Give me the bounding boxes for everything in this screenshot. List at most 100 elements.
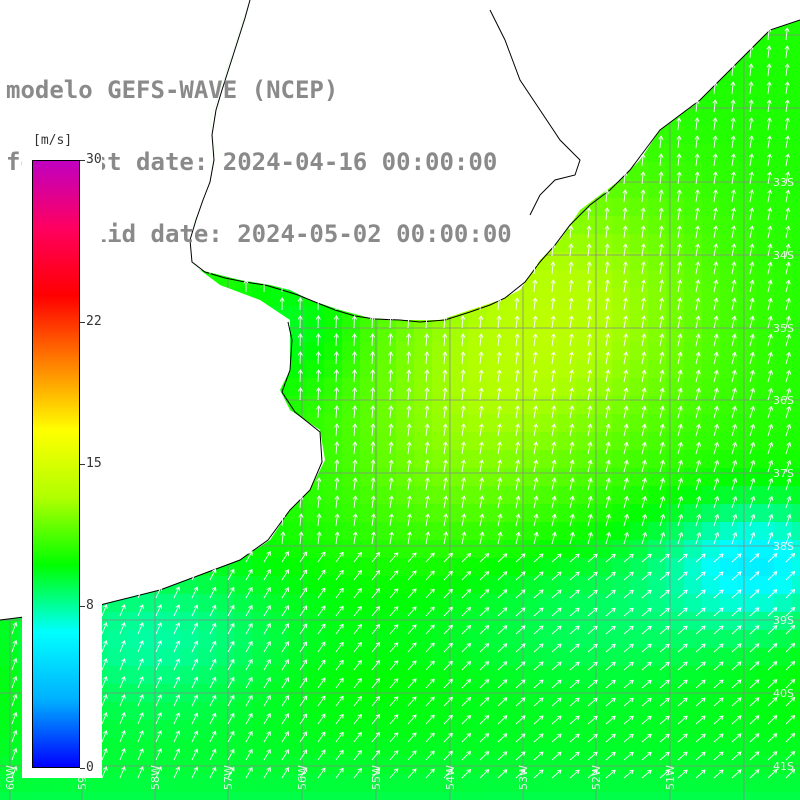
speed-cell [738,648,757,667]
speed-cell [594,594,613,613]
wind-arrow [351,333,357,347]
speed-cell [378,486,397,505]
wind-arrow [533,571,544,581]
speed-cell [666,594,685,613]
speed-cell [360,486,379,505]
wind-arrow [659,333,665,347]
speed-cell [666,450,685,469]
wind-arrow [677,297,683,311]
speed-cell [414,378,433,397]
wind-arrow [173,676,181,689]
wind-arrow [623,625,634,635]
wind-arrow [496,369,502,383]
speed-cell [522,306,541,325]
speed-cell [738,198,757,217]
wind-arrow [569,495,575,509]
speed-cell [558,270,577,289]
speed-cell [396,486,415,505]
wind-arrow [659,643,670,653]
wind-arrow [713,459,720,473]
speed-cell [702,324,721,343]
wind-arrow [605,495,611,509]
speed-cell [648,360,667,379]
wind-arrow [497,733,508,743]
wind-arrow [425,678,435,689]
speed-cell [702,612,721,631]
speed-cell [792,108,800,127]
speed-cell [792,756,800,775]
wind-arrow [587,459,593,473]
wind-arrow [767,405,774,419]
speed-cell [180,792,199,800]
speed-cell [486,342,505,361]
wind-arrow [371,732,381,743]
wind-arrow [767,297,773,311]
speed-cell [306,756,325,775]
wind-arrow [604,279,610,293]
wind-arrow [460,405,466,419]
wind-arrow [191,766,199,779]
wind-arrow [695,333,701,347]
wind-arrow [137,694,144,707]
wind-arrow [299,677,308,689]
wind-arrow [784,45,790,59]
speed-cell [468,540,487,559]
wind-arrow [101,748,108,761]
wind-arrow [605,751,616,761]
speed-cell [270,630,289,649]
wind-arrow [766,135,772,149]
speed-cell [720,720,739,739]
speed-cell [216,594,235,613]
speed-cell [738,396,757,415]
speed-cell [666,504,685,523]
speed-cell [468,360,487,379]
wind-arrow [785,769,796,779]
speed-cell [648,450,667,469]
wind-arrow [785,531,792,545]
wind-arrow [730,171,736,185]
speed-cell [126,774,145,793]
wind-arrow [713,261,719,275]
wind-arrow [623,697,634,707]
wind-arrow [749,697,760,707]
speed-cell [792,144,800,163]
speed-cell [792,36,800,55]
wind-arrow [659,477,665,491]
wind-arrow [695,369,701,383]
speed-cell [576,594,595,613]
wind-arrow [569,733,580,743]
title-model: modelo GEFS-WAVE (NCEP) [6,76,339,104]
wind-arrow [478,405,484,419]
wind-arrow [785,643,796,653]
speed-cell [342,666,361,685]
speed-cell [702,396,721,415]
wind-arrow [137,730,144,743]
speed-cell [756,108,775,127]
speed-cell [342,468,361,487]
speed-cell [468,522,487,541]
wind-arrow [533,477,539,491]
speed-cell [360,342,379,361]
wind-arrow [353,641,362,653]
speed-cell [378,774,397,793]
wind-arrow [785,189,791,203]
wind-arrow [641,769,652,779]
speed-cell [684,774,703,793]
speed-cell [288,522,307,541]
speed-cell [468,648,487,667]
coast-argentina [0,321,323,621]
speed-cell [216,702,235,721]
wind-arrow [406,315,412,329]
wind-arrow [587,661,598,671]
speed-cell [630,162,649,181]
speed-cell [522,594,541,613]
wind-arrow [245,748,253,761]
speed-cell [378,756,397,775]
speed-cell [774,792,793,800]
wind-arrow [695,589,706,599]
speed-cell [504,792,523,800]
wind-arrow [317,695,326,707]
wind-arrow [749,513,756,527]
wind-arrow [333,333,339,347]
speed-cell [738,792,757,800]
